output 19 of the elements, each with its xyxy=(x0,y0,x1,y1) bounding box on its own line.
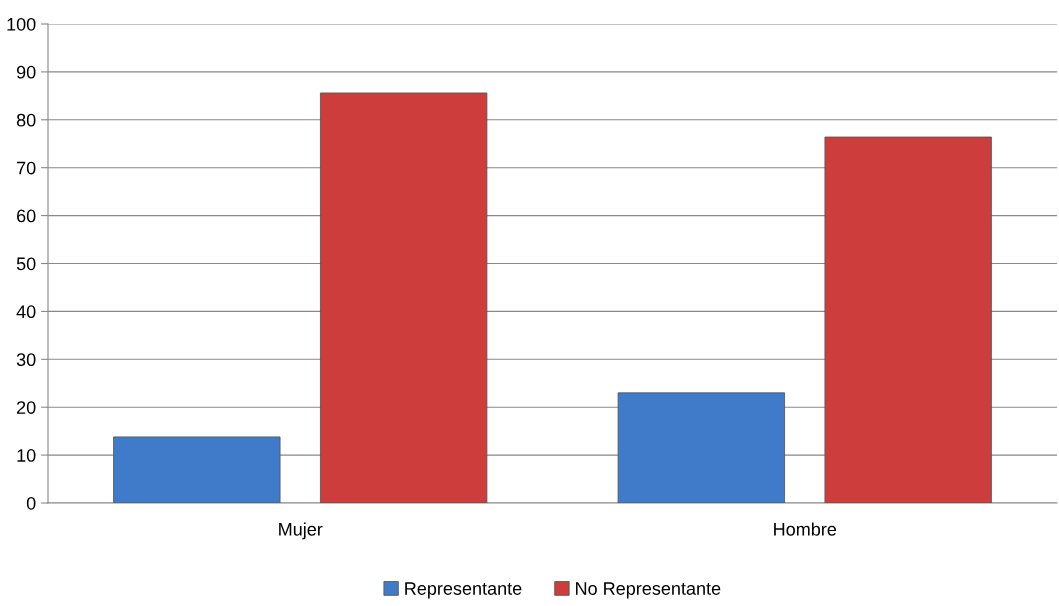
y-tick-label: 70 xyxy=(17,161,36,175)
bar xyxy=(320,92,488,503)
legend-label: Representante xyxy=(405,582,522,599)
x-tick-label: Mujer xyxy=(279,522,323,540)
bar xyxy=(113,436,281,503)
y-tick-label: 0 xyxy=(26,496,36,510)
y-tick-label: 80 xyxy=(16,113,36,127)
y-tick-label: 100 xyxy=(7,17,36,31)
bar xyxy=(617,392,785,503)
y-tick-label: 40 xyxy=(16,305,36,319)
x-tick-label: Hombre xyxy=(774,522,837,536)
y-tick-label: 90 xyxy=(16,65,36,79)
y-tick-label: 30 xyxy=(16,353,36,367)
y-tick-label: 10 xyxy=(17,449,36,462)
y-tick-label: 50 xyxy=(16,257,36,271)
y-tick-label: 20 xyxy=(17,401,36,414)
y-tick-label: 60 xyxy=(17,209,36,223)
legend-label: No Representante xyxy=(576,582,721,599)
bar xyxy=(824,136,992,503)
